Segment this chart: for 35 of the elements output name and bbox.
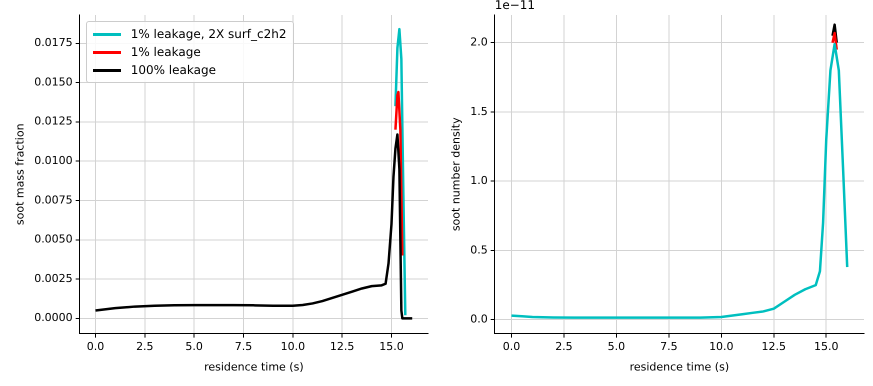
x-tick-label: 15.0 [379, 340, 404, 354]
y-tick-label: 0.0050 [34, 232, 73, 246]
legend-label: 1% leakage [130, 45, 201, 59]
text: 1e−11 [494, 0, 536, 12]
y-tick-label: 1.5 [470, 104, 488, 118]
x-tick-label: 15.0 [814, 340, 838, 354]
y-tick-label: 0.0175 [34, 36, 73, 50]
legend-label: 100% leakage [130, 63, 216, 77]
y-tick-label: 1.0 [470, 174, 488, 188]
y-tick-label: 0.0025 [34, 272, 73, 285]
y-tick-label: 2.0 [470, 36, 488, 49]
x-tick-label: 12.5 [330, 340, 354, 354]
x-tick-label: 2.5 [136, 340, 154, 354]
legend-label: 1% leakage, 2X surf_c2h2 [130, 27, 286, 41]
x-axis-title: residence time (s) [204, 360, 304, 374]
y-tick-label: 0.0125 [34, 114, 73, 128]
x-axis-title: residence time (s) [630, 360, 730, 374]
x-tick-label: 7.5 [234, 340, 252, 354]
x-tick-label: 7.5 [660, 340, 678, 354]
x-tick-label: 2.5 [555, 340, 573, 354]
x-tick-label: 0.0 [502, 340, 520, 354]
x-tick-label: 5.0 [608, 340, 626, 354]
y-tick-label: 0.0100 [34, 154, 73, 168]
x-tick-label: 10.0 [280, 340, 306, 354]
y-tick-label: 0.0 [470, 312, 488, 326]
y-tick-label: 0.0000 [34, 311, 73, 324]
x-tick-label: 0.0 [86, 340, 104, 354]
x-tick-label: 5.0 [185, 340, 203, 354]
y-tick-label: 0.5 [470, 243, 488, 256]
y-tick-label: 0.0075 [34, 193, 73, 206]
y-axis-title: soot number density [449, 116, 462, 232]
y-tick-label: 0.0150 [34, 75, 73, 88]
x-tick-label: 10.0 [709, 340, 734, 354]
y-axis-title: soot mass fraction [13, 123, 26, 226]
x-tick-label: 12.5 [762, 340, 786, 354]
